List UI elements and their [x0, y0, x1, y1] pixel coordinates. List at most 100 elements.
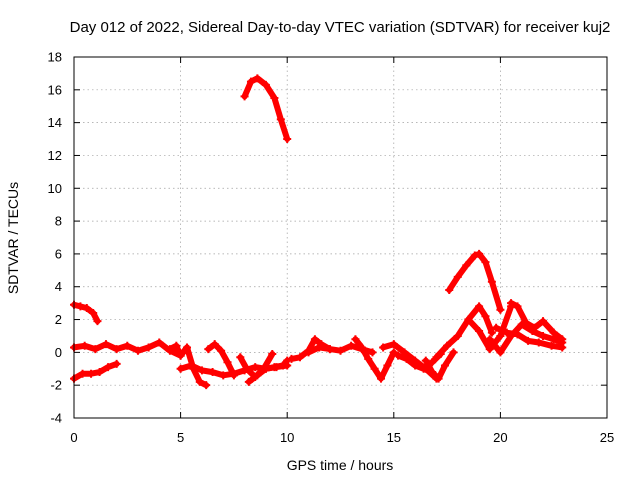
data-point [244, 377, 253, 386]
data-point [112, 345, 121, 354]
data-point [432, 353, 441, 362]
data-point [347, 341, 356, 350]
series-arc-a [70, 300, 102, 326]
y-tick-label: 14 [48, 115, 62, 130]
data-point [492, 323, 501, 332]
data-point [197, 366, 206, 375]
data-point [496, 348, 505, 357]
data-point [539, 331, 548, 340]
data-point [195, 377, 204, 386]
y-tick-label: 16 [48, 82, 62, 97]
data-point [547, 341, 556, 350]
data-point [95, 368, 104, 377]
data-point [176, 351, 185, 360]
data-point [475, 327, 484, 336]
data-point [78, 369, 87, 378]
data-point [217, 346, 226, 355]
data-point [253, 74, 262, 83]
y-tick-label: 12 [48, 148, 62, 163]
data-point [240, 92, 249, 101]
data-point [229, 371, 238, 380]
series-line [433, 303, 495, 361]
data-point [283, 135, 292, 144]
data-point [411, 361, 420, 370]
data-point [144, 343, 153, 352]
data-point [428, 368, 437, 377]
data-point [475, 249, 484, 258]
data-point [104, 363, 113, 372]
y-tick-label: 10 [48, 181, 62, 196]
data-point [101, 340, 110, 349]
series-arc-c [70, 359, 121, 383]
data-point [524, 336, 533, 345]
x-tick-label: 20 [493, 430, 507, 445]
data-point [325, 345, 334, 354]
data-point [485, 345, 494, 354]
data-point [295, 353, 304, 362]
data-point [80, 341, 89, 350]
grid-lines [74, 57, 607, 418]
data-point [379, 343, 388, 352]
data-point [246, 77, 255, 86]
series-arc-q [432, 302, 496, 362]
series-arc-l [351, 335, 398, 383]
y-tick-label: -2 [50, 378, 62, 393]
series-arc-u [492, 323, 567, 352]
data-point [91, 345, 100, 354]
data-point [310, 335, 319, 344]
data-point [453, 272, 462, 281]
plot-frame [73, 56, 608, 419]
data-point [445, 286, 454, 295]
data-point [364, 354, 373, 363]
data-series [70, 74, 567, 390]
data-point [87, 369, 96, 378]
data-point [261, 80, 270, 89]
data-point [440, 361, 449, 370]
series-line [71, 360, 120, 382]
data-point [502, 328, 511, 337]
data-point [449, 348, 458, 357]
data-point [558, 335, 567, 344]
data-point [521, 318, 530, 327]
data-point [443, 341, 452, 350]
data-point [351, 335, 360, 344]
data-point [93, 317, 102, 326]
data-point [261, 364, 270, 373]
data-point [558, 343, 567, 352]
data-point [383, 361, 392, 370]
y-tick-label: 6 [55, 246, 62, 261]
data-point [421, 356, 430, 365]
data-point [513, 302, 522, 311]
y-tick-label: 4 [55, 279, 62, 294]
data-point [204, 345, 213, 354]
series-arc-t [507, 299, 567, 344]
x-tick-label: 10 [280, 430, 294, 445]
y-tick-label: 18 [48, 50, 62, 65]
data-point [453, 331, 462, 340]
series-arc-o [421, 348, 458, 383]
data-point [251, 363, 260, 372]
data-point [82, 304, 91, 313]
data-point [276, 115, 285, 124]
data-point [487, 277, 496, 286]
x-axis-label: GPS time / hours [287, 457, 394, 473]
data-point [534, 338, 543, 347]
y-axis-label: SDTVAR / TECUs [5, 182, 21, 294]
data-point [539, 317, 548, 326]
data-point [496, 331, 505, 340]
data-point [394, 351, 403, 360]
data-point [481, 312, 490, 321]
data-point [389, 340, 398, 349]
data-point [202, 381, 211, 390]
data-point [155, 338, 164, 347]
data-point [268, 350, 277, 359]
data-point [485, 335, 494, 344]
data-point [76, 302, 85, 311]
series-arc-n [394, 350, 445, 373]
x-tick-label: 0 [70, 430, 77, 445]
data-point [270, 363, 279, 372]
data-point [530, 323, 539, 332]
y-tick-label: 0 [55, 345, 62, 360]
data-point [402, 354, 411, 363]
